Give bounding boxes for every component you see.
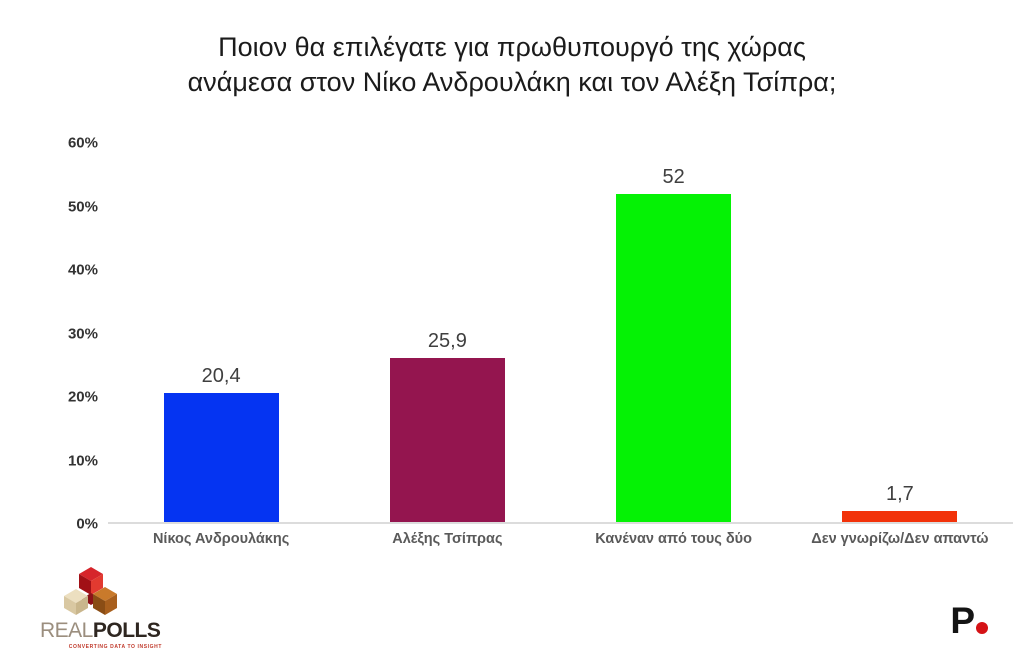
bar-value-label: 52 [662,165,685,188]
category-labels-row: Νίκος Ανδρουλάκης Αλέξης Τσίπρας Κανέναν α… [108,531,1013,547]
y-tick-label: 0% [76,515,98,533]
y-tick-label: 60% [67,134,98,152]
bar-value-label: 20,4 [201,365,241,388]
bar [163,393,279,522]
chart-title: Ποιον θα επιλέγατε για πρωθυπουργό της χ… [187,32,837,97]
bar-value-label: 1,7 [885,483,914,506]
plot-area: 20,4 25,9 52 1,7 [108,143,1013,524]
bar-group: 1,7 [787,143,1013,522]
y-tick-label: 10% [67,452,98,469]
y-tick-label: 20% [67,388,98,406]
realpolls-tagline: CONVERTING DATA TO INSIGHT [68,644,162,650]
bar [842,511,958,522]
realpolls-word-polls: POLLS [92,619,161,642]
y-tick-label: 30% [67,325,98,342]
realpolls-word-real: REAL [40,619,93,642]
red-dot-icon [976,622,988,634]
realpolls-wordmark: REALPOLLS [40,619,180,643]
category-label: Κανέναν από τους δύο [595,531,752,547]
p-logo: P [950,600,988,642]
bar-value-label: 25,9 [427,330,467,353]
bar [616,193,732,522]
bar-group: 20,4 [108,143,334,522]
y-tick-label: 40% [67,261,98,279]
y-tick-label: 50% [67,198,98,215]
realpolls-logo: REALPOLLS CONVERTING DATA TO INSIGHT [40,566,180,650]
category-label: Δεν γνωρίζω/Δεν απαντώ [811,531,989,547]
realpolls-cube-icon [64,567,117,615]
bar-group: 25,9 [334,143,560,522]
bar [389,358,505,522]
p-logo-letter: P [950,600,975,641]
bar-group: 52 [561,143,787,522]
y-axis-ticks: 60% 50% 40% 30% 20% 10% 0% [30,135,98,533]
category-label: Αλέξης Τσίπρας [392,531,503,547]
category-label: Νίκος Ανδρουλάκης [152,531,290,547]
